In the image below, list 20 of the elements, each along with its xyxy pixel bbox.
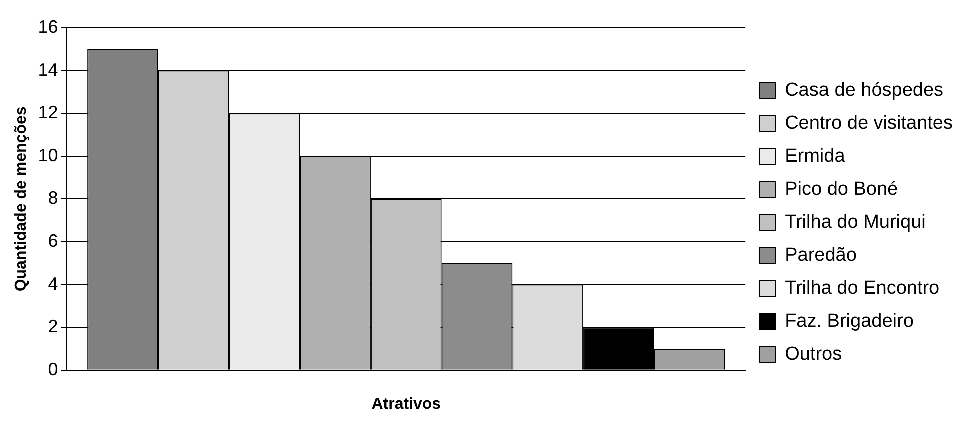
legend-label: Trilha do Encontro [785, 278, 940, 300]
legend-label: Outros [785, 344, 842, 366]
y-tick-label: 6 [48, 230, 58, 251]
x-axis-title: Atrativos [372, 396, 442, 413]
y-tick-label: 0 [48, 359, 58, 380]
y-tick-label: 12 [38, 102, 58, 123]
legend-label: Trilha do Muriqui [785, 212, 926, 234]
legend-label: Casa de hóspedes [785, 80, 944, 102]
y-tick-label: 8 [48, 188, 58, 208]
y-tick-label: 2 [48, 316, 58, 337]
y-tick-label: 14 [38, 60, 58, 80]
legend-label: Faz. Brigadeiro [785, 311, 914, 332]
y-axis-title: Quantidade de menções [13, 106, 30, 292]
legend-label: Pico do Boné [785, 179, 898, 200]
y-tick-label: 4 [48, 274, 58, 294]
y-tick-label: 10 [38, 145, 58, 166]
legend-label: Centro de visitantes [785, 113, 953, 134]
legend-label: Paredão [785, 245, 857, 266]
legend-label: Ermida [785, 146, 846, 168]
y-tick-label: 16 [38, 16, 58, 37]
